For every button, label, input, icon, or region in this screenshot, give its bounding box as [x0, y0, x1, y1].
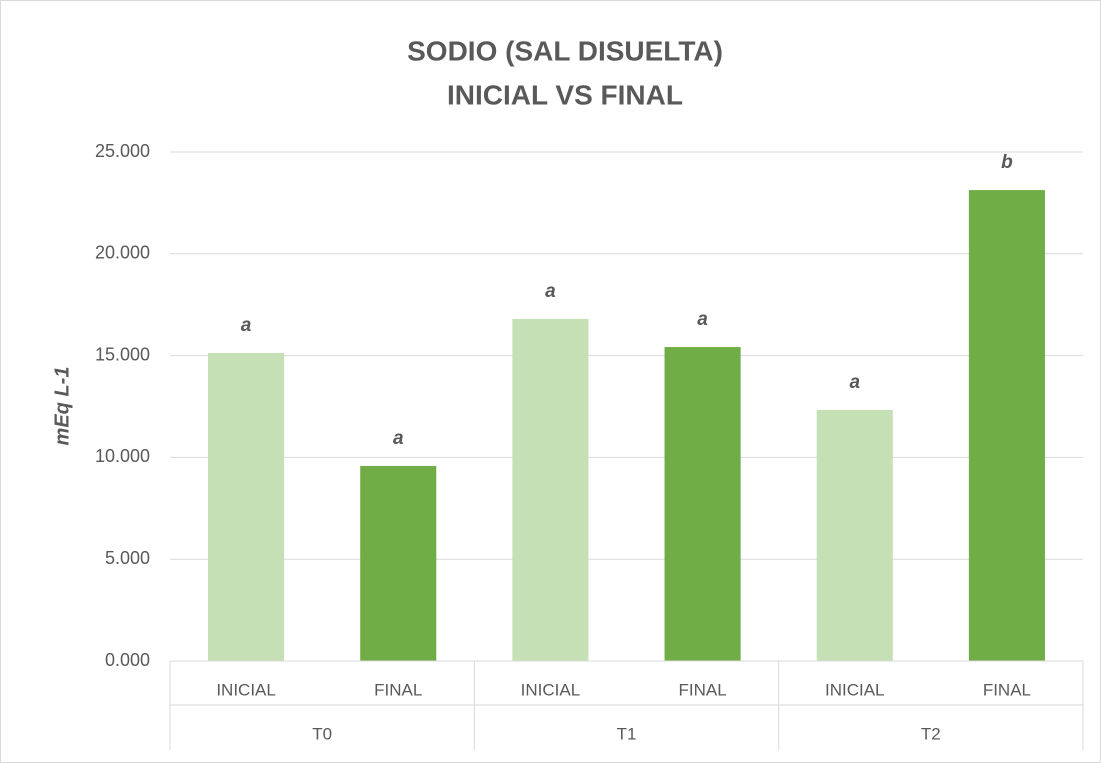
bar-annotation: a [545, 281, 556, 302]
bar [360, 465, 437, 661]
x-tick-label: FINAL [678, 680, 726, 699]
bar-annotation: a [849, 372, 860, 393]
bar-annotation: a [393, 428, 404, 449]
x-tick-label: FINAL [983, 680, 1031, 699]
bar [968, 190, 1045, 662]
group-label: T2 [921, 724, 941, 743]
bar-annotation: a [697, 309, 708, 330]
x-tick-label: INICIAL [825, 680, 885, 699]
y-tick-label: 20.000 [95, 243, 150, 263]
group-label: T1 [617, 724, 637, 743]
x-tick-label: INICIAL [216, 680, 276, 699]
y-tick-label: 10.000 [95, 446, 150, 466]
bar [816, 409, 893, 661]
bar-annotation: b [1001, 152, 1013, 173]
bar [208, 352, 285, 661]
x-tick-label: INICIAL [521, 680, 581, 699]
y-tick-label: 5.000 [105, 548, 150, 568]
x-tick-label: FINAL [374, 680, 422, 699]
bar [512, 318, 589, 661]
y-tick-label: 25.000 [95, 141, 150, 161]
y-tick-label: 0.000 [105, 650, 150, 670]
group-label: T0 [312, 724, 332, 743]
chart-title: INICIAL VS FINAL [447, 79, 683, 110]
chart-title: SODIO (SAL DISUELTA) [407, 35, 723, 66]
bar-annotation: a [241, 315, 252, 336]
bar [664, 347, 741, 661]
y-axis-title: mEq L-1 [51, 367, 73, 446]
y-tick-label: 15.000 [95, 344, 150, 364]
